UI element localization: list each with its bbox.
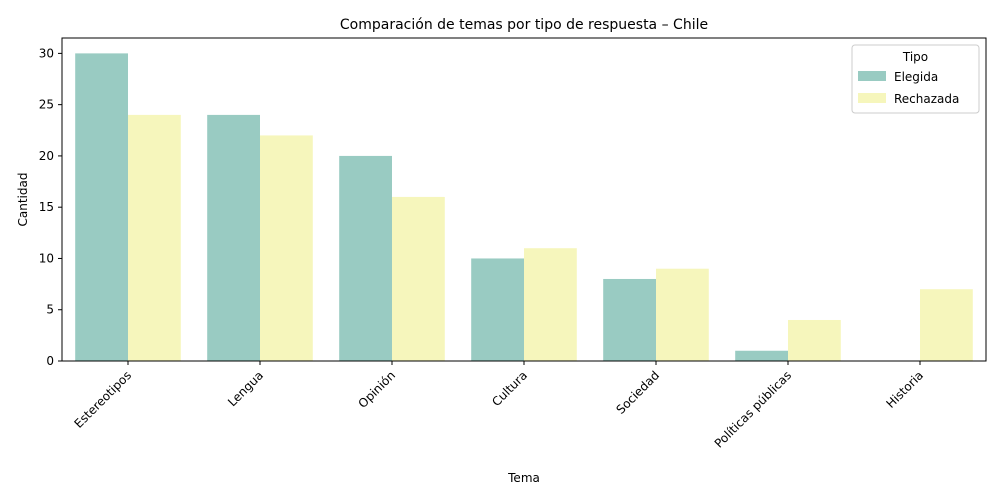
bar-elegida-5 bbox=[603, 278, 656, 361]
bar-rechazada-2 bbox=[260, 135, 313, 361]
x-tick-label: Historia bbox=[883, 368, 926, 411]
y-axis-ticks: 0 5 10 15 20 25 30 bbox=[39, 46, 62, 368]
bars-layer bbox=[75, 53, 973, 362]
legend: Tipo Elegida Rechazada bbox=[851, 44, 980, 114]
x-tick-label: Lengua bbox=[225, 368, 266, 409]
legend-swatch-elegida bbox=[858, 71, 886, 81]
y-tick-label: 30 bbox=[39, 46, 54, 60]
legend-entries: Elegida Rechazada bbox=[858, 70, 959, 106]
bar-rechazada-3 bbox=[392, 196, 445, 361]
bar-rechazada-5 bbox=[656, 268, 709, 361]
y-tick-label: 25 bbox=[39, 98, 54, 112]
y-tick-label: 20 bbox=[39, 149, 54, 163]
bar-elegida-1 bbox=[75, 53, 128, 361]
y-tick-label: 5 bbox=[46, 303, 54, 317]
bar-rechazada-6 bbox=[788, 319, 841, 361]
legend-swatch-rechazada bbox=[858, 93, 886, 103]
bar-elegida-2 bbox=[207, 114, 260, 362]
y-tick-label: 0 bbox=[46, 354, 54, 368]
legend-title: Tipo bbox=[902, 50, 928, 64]
legend-label-elegida: Elegida bbox=[894, 70, 938, 84]
x-tick-label: Cultura bbox=[489, 368, 530, 409]
bar-rechazada-4 bbox=[524, 248, 577, 361]
bar-rechazada-1 bbox=[128, 114, 181, 362]
bar-elegida-3 bbox=[339, 155, 392, 361]
x-tick-label: Sociedad bbox=[613, 368, 662, 417]
x-tick-label: Políticas públicas bbox=[712, 368, 794, 450]
y-tick-label: 10 bbox=[39, 251, 54, 265]
legend-label-rechazada: Rechazada bbox=[894, 92, 959, 106]
plot-frame bbox=[61, 37, 987, 362]
bar-rechazada-7 bbox=[920, 289, 973, 361]
x-tick-label: Opinión bbox=[355, 368, 398, 411]
x-tick-label: Estereotipos bbox=[71, 368, 134, 431]
x-axis-label: Tema bbox=[507, 471, 540, 485]
y-axis-label: Cantidad bbox=[16, 173, 30, 227]
chart-title: Comparación de temas por tipo de respues… bbox=[340, 17, 708, 33]
x-axis-ticks: Estereotipos Lengua Opinión Cultura Sociedad… bbox=[71, 361, 926, 451]
bar-elegida-4 bbox=[471, 258, 524, 361]
bar-elegida-6 bbox=[735, 350, 788, 361]
y-tick-label: 15 bbox=[39, 200, 54, 214]
